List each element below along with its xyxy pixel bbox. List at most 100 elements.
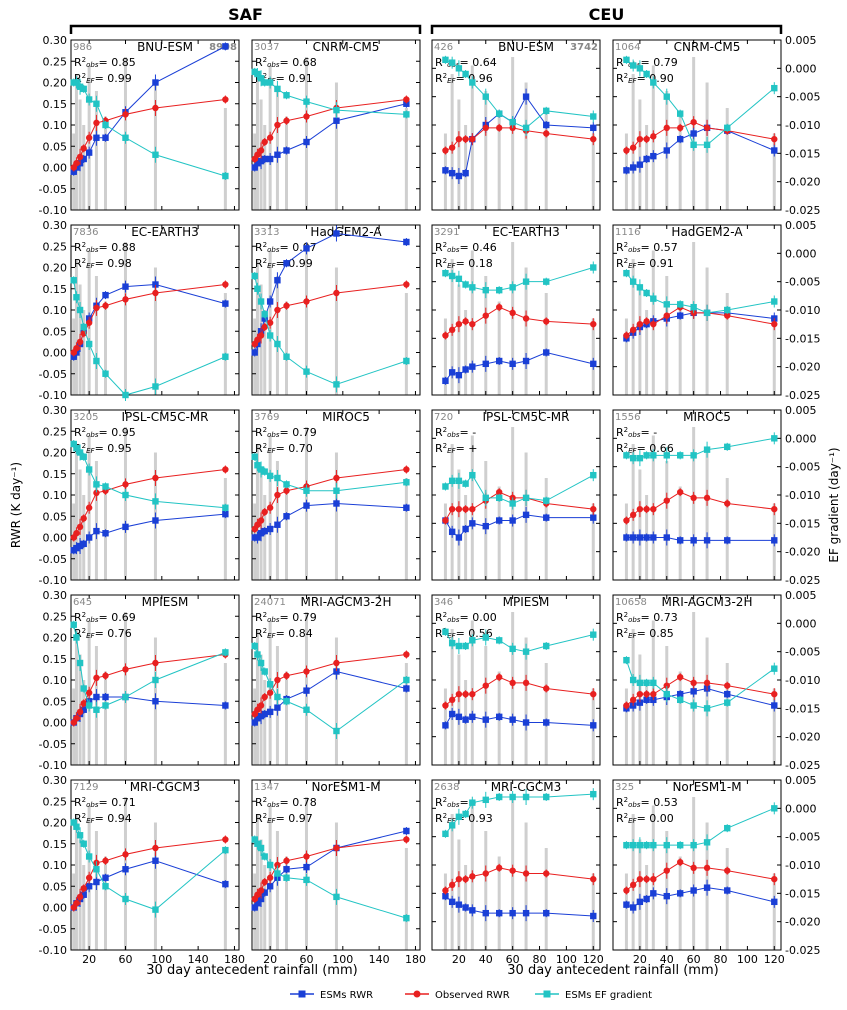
y-tick-label: -0.015 <box>785 517 820 530</box>
data-point <box>469 79 476 86</box>
subplot-ceu-miroc5: 0.005 0.000 -0.005 -0.010 -0.015 -0.020 -0.025… <box>612 404 820 587</box>
data-point <box>442 722 449 729</box>
sample-bar <box>544 293 548 395</box>
data-point <box>257 895 265 903</box>
data-point <box>254 336 261 343</box>
data-point <box>257 712 265 720</box>
data-point <box>469 713 476 721</box>
sample-bar <box>253 503 257 580</box>
data-point <box>663 892 670 900</box>
data-point <box>677 135 684 143</box>
left-y-axis-label: RWR (K day⁻¹) <box>9 462 23 548</box>
data-point <box>73 160 80 167</box>
data-point <box>403 466 410 473</box>
r2-ef-label: R2EF= 0.95 <box>74 442 132 455</box>
data-point <box>333 727 340 735</box>
sample-bar <box>524 82 528 210</box>
y-tick-label: -0.005 <box>785 91 820 104</box>
data-point <box>93 119 100 127</box>
sample-bar <box>464 310 468 395</box>
sample-bar <box>645 310 649 395</box>
sample-bar <box>253 133 257 210</box>
data-point <box>543 349 550 356</box>
data-point <box>623 656 630 664</box>
data-point <box>496 637 503 644</box>
y-tick-label: 0.000 <box>785 432 817 445</box>
data-point <box>102 883 109 890</box>
y-tick-label: -0.05 <box>39 738 67 751</box>
y-tick-label: 0.20 <box>43 447 68 460</box>
data-point <box>261 311 268 318</box>
model-name: MPIESM <box>142 595 189 609</box>
y-tick-label: 0.05 <box>43 695 68 708</box>
data-point <box>403 238 410 246</box>
sample-bar <box>223 293 227 395</box>
data-point <box>690 303 697 311</box>
data-point <box>266 689 274 696</box>
data-point <box>448 505 456 513</box>
data-point <box>643 505 650 513</box>
data-point <box>261 155 268 163</box>
data-point <box>650 79 657 86</box>
data-point <box>283 147 290 154</box>
data-point <box>509 309 516 317</box>
data-point <box>650 452 657 459</box>
x-tick-label: 180 <box>405 953 426 966</box>
sample-bar <box>772 318 776 395</box>
sample-count-left: 2638 <box>434 782 459 793</box>
sample-count-left: 3291 <box>434 227 459 238</box>
data-point <box>122 111 129 118</box>
data-point <box>403 96 410 103</box>
series-line <box>254 645 407 732</box>
sample-bar <box>665 461 669 580</box>
data-point <box>462 318 469 325</box>
data-point <box>70 168 77 175</box>
sample-bar <box>153 822 157 950</box>
data-point <box>85 534 93 541</box>
data-point <box>590 264 597 271</box>
data-point <box>455 813 463 821</box>
data-point <box>254 462 261 469</box>
sample-bar <box>645 125 649 210</box>
data-point <box>222 43 229 50</box>
data-point <box>623 517 630 524</box>
data-point <box>122 296 129 303</box>
series-line <box>73 469 226 538</box>
data-point <box>303 113 310 120</box>
data-point <box>724 867 731 874</box>
data-point <box>442 167 449 174</box>
data-point <box>152 906 159 913</box>
r2-ef-label: R2EF= 0.91 <box>616 257 674 270</box>
data-point <box>333 381 340 388</box>
sample-count-left: 1116 <box>615 227 640 238</box>
region-bracket <box>69 24 422 34</box>
data-point <box>482 796 489 804</box>
r2-ef-label: R2EF= 0.97 <box>255 812 313 825</box>
sample-bar <box>285 856 289 950</box>
sample-bar <box>123 242 127 395</box>
data-point <box>522 93 530 100</box>
sample-bar <box>263 310 267 395</box>
data-point <box>663 124 670 132</box>
data-point <box>251 164 258 171</box>
model-name: MPIESM <box>503 595 550 609</box>
x-tick-label: 100 <box>737 953 758 966</box>
y-tick-label: -0.05 <box>39 368 67 381</box>
r2-obs-label: R2obs= 0.78 <box>255 796 317 809</box>
data-point <box>93 866 100 873</box>
x-tick-label: 120 <box>764 953 785 966</box>
sample-bar <box>665 646 669 765</box>
y-tick-label: 0.10 <box>43 489 68 502</box>
data-point <box>509 645 516 653</box>
sample-bar <box>497 301 501 395</box>
sample-bar <box>772 873 776 950</box>
data-point <box>80 700 87 707</box>
r2-ef-label: R2EF= 0.84 <box>255 627 313 640</box>
sample-bar <box>153 82 157 210</box>
sample-bar <box>624 688 628 765</box>
data-point <box>261 668 268 675</box>
data-point <box>93 357 100 365</box>
y-tick-label: 0.30 <box>43 34 68 47</box>
x-axis-label-saf: 30 day antecedent rainfall (mm) <box>146 963 357 978</box>
